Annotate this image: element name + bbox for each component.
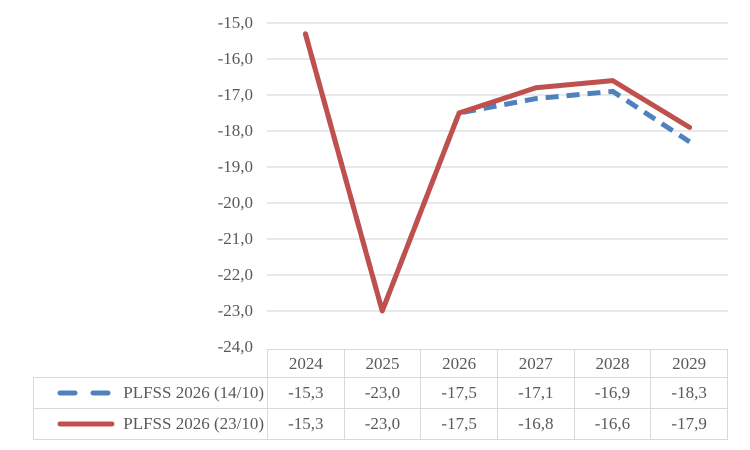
y-axis-tick-label: -24,0 xyxy=(217,337,253,356)
table-row: PLFSS 2026 (23/10) -15,3 -23,0 -17,5 -16,8 -1… xyxy=(33,408,728,440)
year-header-cell: 2026 xyxy=(420,349,498,378)
y-axis-tick-label: -20,0 xyxy=(217,193,253,212)
y-axis-tick-label: -18,0 xyxy=(217,121,253,140)
table-corner-cell xyxy=(34,350,268,378)
legend-cell: PLFSS 2026 (14/10) xyxy=(33,377,268,409)
data-table: 2024 2025 2026 2027 2028 2029 PLFSS 2026 (14/1… xyxy=(33,349,728,440)
y-axis-tick-label: -16,0 xyxy=(217,49,253,68)
value-cell: -18,3 xyxy=(650,377,728,409)
y-axis-tick-label: -21,0 xyxy=(217,229,253,248)
table-header-row: 2024 2025 2026 2027 2028 2029 xyxy=(34,349,728,378)
y-axis-tick-label: -15,0 xyxy=(217,13,253,32)
value-cell: -23,0 xyxy=(343,377,422,409)
value-cell: -16,8 xyxy=(496,408,575,440)
value-cell: -17,5 xyxy=(420,377,498,409)
year-header-cell: 2025 xyxy=(343,349,422,378)
value-cell: -15,3 xyxy=(267,408,345,440)
legend-entry: PLFSS 2026 (23/10) xyxy=(35,414,267,434)
value-cell: -17,5 xyxy=(420,408,498,440)
legend-label: PLFSS 2026 (23/10) xyxy=(123,414,264,433)
value-cell: -16,6 xyxy=(573,408,652,440)
year-header-cell: 2024 xyxy=(267,349,345,378)
legend-entry: PLFSS 2026 (14/10) xyxy=(35,383,267,403)
year-header-cell: 2029 xyxy=(650,349,728,378)
solid-line-key-icon xyxy=(57,421,115,427)
y-axis-tick-label: -22,0 xyxy=(217,265,253,284)
value-cell: -17,9 xyxy=(650,408,728,440)
year-header-cell: 2027 xyxy=(496,349,575,378)
legend-label: PLFSS 2026 (14/10) xyxy=(123,383,264,402)
legend-cell: PLFSS 2026 (23/10) xyxy=(33,408,268,440)
value-cell: -15,3 xyxy=(267,377,345,409)
value-cell: -23,0 xyxy=(343,408,422,440)
series-line-0 xyxy=(303,33,691,314)
value-cell: -16,9 xyxy=(573,377,652,409)
y-axis-tick-label: -19,0 xyxy=(217,157,253,176)
year-header-cell: 2028 xyxy=(573,349,652,378)
value-cell: -17,1 xyxy=(496,377,575,409)
y-axis-tick-label: -23,0 xyxy=(217,301,253,320)
table-row: PLFSS 2026 (14/10) -15,3 -23,0 -17,5 -17,1 -1… xyxy=(33,377,728,409)
dashed-line-key-icon xyxy=(57,390,115,396)
y-axis-tick-label: -17,0 xyxy=(217,85,253,104)
series-line-1 xyxy=(302,31,693,314)
